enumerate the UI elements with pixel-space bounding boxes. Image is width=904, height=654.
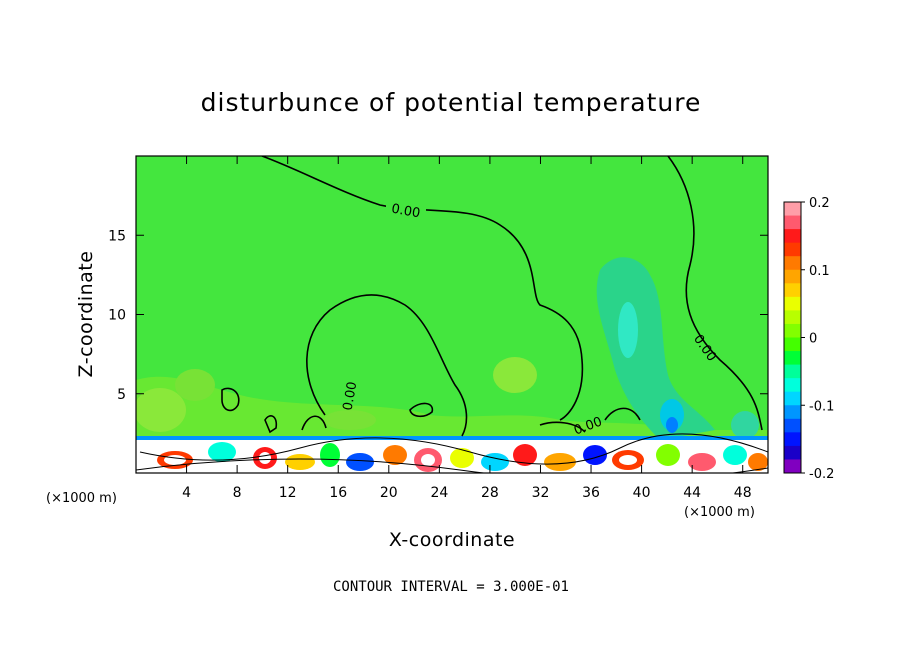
contour-zero-small [604,407,641,421]
colorbar-tick-label: -0.2 [809,467,834,482]
field-negative-patch [666,417,678,433]
colorbar-tick-label: -0.1 [809,399,834,414]
colorbar-segment [784,418,801,433]
contour-label: 0.00 [341,381,361,412]
x-tick-label: 36 [582,485,600,501]
contour-zero-right [667,156,763,431]
x-unit-label-right: (×1000 m) [684,505,755,520]
contour-label-bg [386,201,426,217]
colorbar-segment [784,256,801,271]
y-tick-label: 15 [108,228,126,244]
colorbar-segment [784,323,801,338]
colorbar-segment [784,283,801,298]
x-tick-label: 48 [734,485,752,501]
field-negative-patch [660,399,684,431]
y-axis-ticks: 5 10 15 [108,228,768,403]
contour-zero-small [264,415,278,434]
x-tick-label: 8 [233,485,242,501]
x-tick-label: 44 [683,485,701,501]
x-tick-label: 28 [481,485,499,501]
y-tick-label: 5 [117,387,126,403]
field-positive-patch [175,369,215,401]
contour-zero-small [409,402,434,418]
colorbar-tick-label: 0.1 [809,264,830,279]
x-axis-ticks: 4 8 12 16 20 24 28 32 36 40 44 48 [182,156,752,501]
field-negative-patch [731,411,759,439]
x-unit-label-left: (×1000 m) [46,491,117,506]
contour-zero-small [539,421,586,433]
x-tick-label: 4 [182,485,191,501]
colorbar-segment [784,378,801,393]
contour-zero-small [301,415,327,431]
colorbar-segment [784,364,801,379]
colorbar-segment [784,351,801,366]
colorbar-segment [784,269,801,284]
contour-zero-upper [261,156,584,421]
x-axis-label: X-coordinate [389,529,515,551]
chart-title: disturbunce of potential temperature [201,88,702,117]
x-tick-label: 40 [633,485,651,501]
x-tick-label: 24 [430,485,448,501]
x-tick-label: 20 [380,485,398,501]
contour-zero-dome [306,294,468,437]
y-tick-label: 10 [108,308,126,324]
x-tick-label: 12 [279,485,297,501]
contour-interval: CONTOUR INTERVAL = 3.000E-01 [333,579,569,595]
contour-label: 0.00 [390,202,421,222]
colorbar-segment [784,405,801,420]
field-positive-patch [136,388,186,432]
colorbar-segment [784,459,801,474]
colorbar-segment [784,296,801,311]
colorbar-tick-label: 0 [809,332,817,347]
colorbar-segment [784,202,801,217]
y-axis-label: Z-coordinate [75,251,97,378]
contour-zero-left [221,387,240,412]
field-positive-patch [324,410,376,430]
colorbar-segment [784,432,801,447]
colorbar-segment [784,310,801,325]
field-positive-patch [493,357,537,393]
plot-area: 0.00 0.00 0.00 0.00 [136,156,768,473]
colorbar-tick-label: 0.2 [809,196,830,211]
colorbar-segment [784,229,801,244]
boundary-layer-cells [136,433,768,473]
colorbar-segment [784,215,801,230]
colorbar-segment [784,445,801,460]
colorbar: 0.2 0.1 0 -0.1 -0.2 [783,196,834,482]
x-tick-label: 16 [329,485,347,501]
x-tick-label: 32 [532,485,550,501]
colorbar-segment [784,391,801,406]
field-negative-patch [618,302,638,358]
colorbar-segment [784,242,801,257]
contour-lines [221,156,763,437]
colorbar-segment [784,337,801,352]
